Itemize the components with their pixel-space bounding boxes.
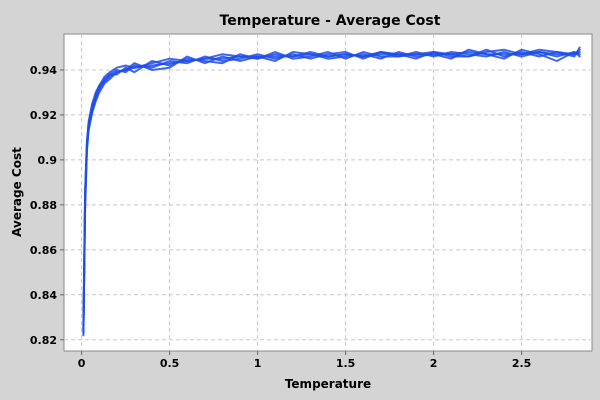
x-tick-label: 2	[430, 357, 438, 370]
x-tick-label: 1.5	[336, 357, 356, 370]
y-tick-label: 0.88	[30, 199, 57, 212]
x-tick-label: 2.5	[512, 357, 532, 370]
plot-area	[63, 33, 593, 352]
axes: 0 0.5 1 1.5 2 2.5 0.82 0.84 0.86 0.88 0.9 0.92 0.94	[30, 64, 531, 370]
series-layer	[82, 46, 581, 337]
y-tick-label: 0.84	[30, 289, 57, 302]
y-tick-label: 0.94	[30, 64, 57, 77]
series-line-2	[82, 51, 581, 332]
x-tick-label: 0.5	[160, 357, 180, 370]
y-tick-label: 0.82	[30, 334, 57, 347]
chart-title: Temperature - Average Cost	[220, 13, 441, 29]
x-tick-label: 0	[78, 357, 86, 370]
x-axis-label: Temperature	[285, 377, 371, 391]
series-line-5	[82, 46, 581, 328]
grid	[64, 34, 592, 351]
y-axis-label: Average Cost	[10, 147, 24, 237]
y-tick-label: 0.86	[30, 244, 57, 257]
y-tick-label: 0.92	[30, 109, 57, 122]
y-tick-label: 0.9	[38, 154, 58, 167]
x-tick-label: 1	[254, 357, 262, 370]
